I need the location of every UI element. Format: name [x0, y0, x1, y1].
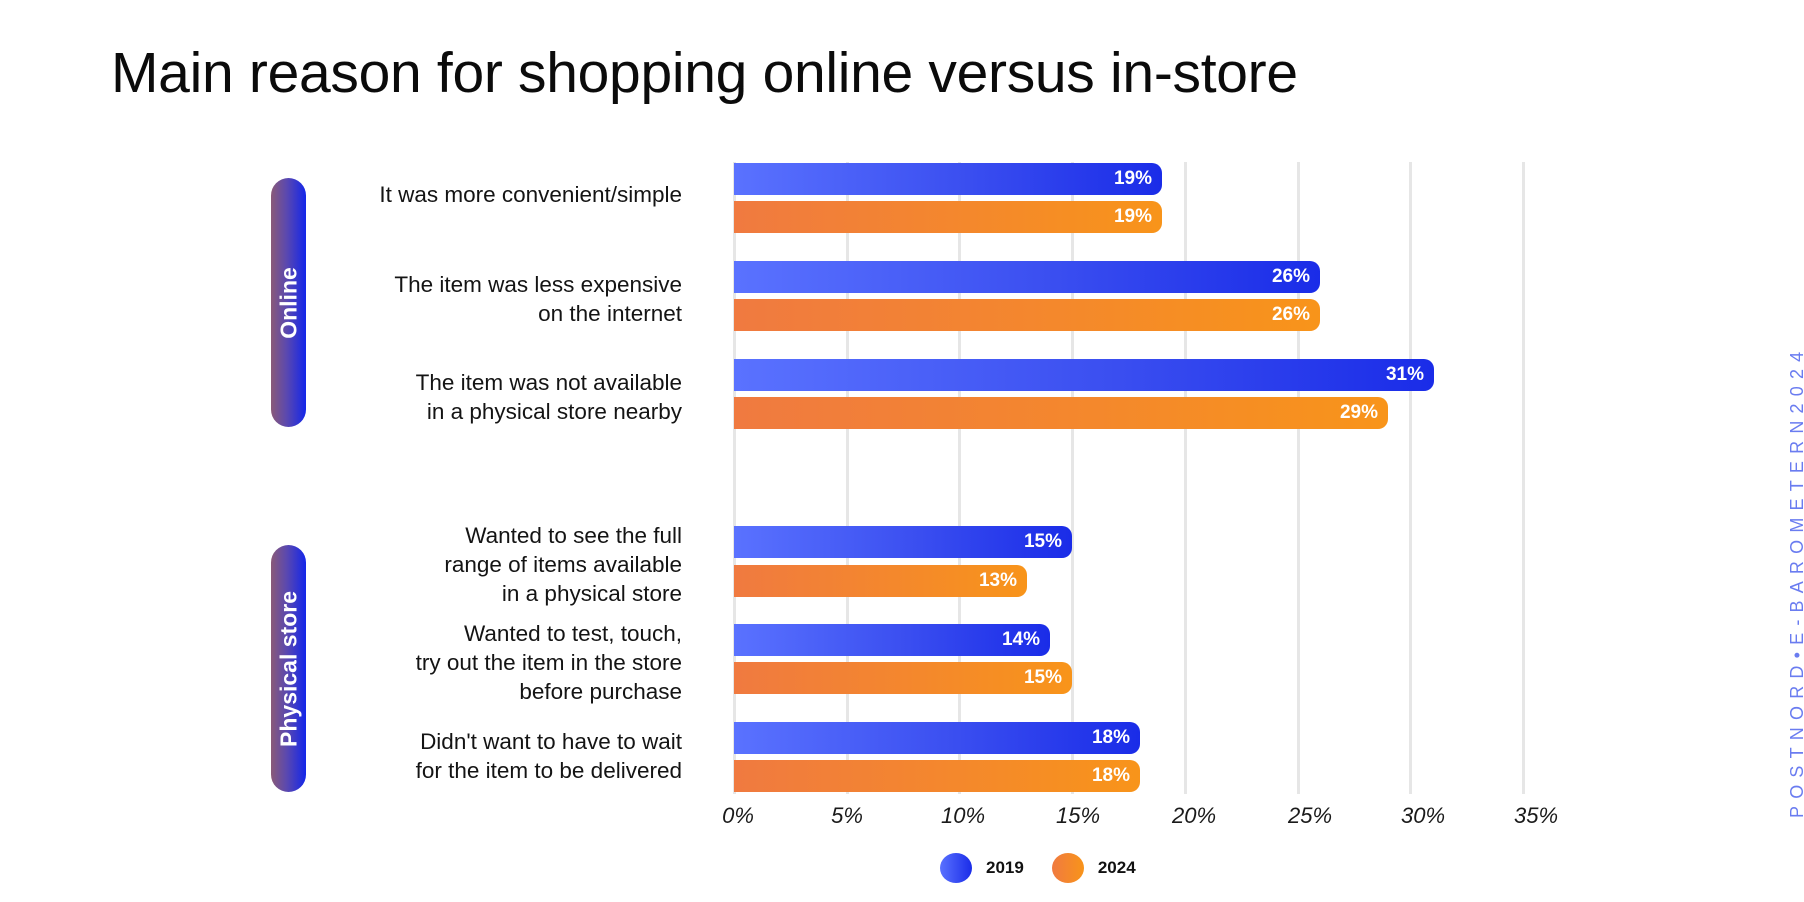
- bar-2019[interactable]: 18%: [734, 722, 1140, 754]
- bar-2019[interactable]: 26%: [734, 261, 1320, 293]
- gridline-20: [1184, 162, 1187, 794]
- category-label: Wanted to test, touch, try out the item i…: [415, 621, 682, 704]
- section-label-physical-store: Physical store: [275, 590, 301, 747]
- bar-value: 15%: [1023, 667, 1062, 688]
- bar-2019[interactable]: 15%: [734, 526, 1072, 558]
- bar-value: 19%: [1113, 168, 1152, 189]
- x-tick: 25%: [1287, 803, 1333, 828]
- x-tick: 10%: [940, 803, 986, 828]
- bar-value: 29%: [1339, 402, 1378, 423]
- bar-2024[interactable]: 19%: [734, 201, 1162, 233]
- bar-2024[interactable]: 15%: [734, 662, 1072, 694]
- category-label: The item was not available in a physical …: [415, 370, 682, 424]
- x-tick: 35%: [1513, 803, 1559, 828]
- gridline-15: [1071, 162, 1074, 794]
- bar-value: 31%: [1385, 364, 1424, 385]
- section-label-online: Online: [275, 266, 301, 339]
- x-tick: 5%: [831, 803, 863, 828]
- legend-label-2019: 2019: [986, 858, 1024, 877]
- bar-value: 18%: [1091, 765, 1130, 786]
- legend-swatch-2019: [940, 853, 972, 883]
- x-tick: 30%: [1400, 803, 1446, 828]
- bar-2024[interactable]: 26%: [734, 299, 1320, 331]
- gridline-10: [958, 162, 961, 794]
- bar-value: 13%: [978, 570, 1017, 591]
- legend-swatch-2024: [1051, 853, 1084, 883]
- bar-value: 19%: [1113, 206, 1152, 227]
- bar-2019[interactable]: 31%: [734, 359, 1434, 391]
- category-label: Wanted to see the full range of items ava…: [444, 523, 682, 606]
- bar-2019[interactable]: 14%: [734, 624, 1050, 656]
- x-tick: 20%: [1171, 803, 1217, 828]
- legend-label-2024: 2024: [1097, 858, 1136, 877]
- bar-2024[interactable]: 13%: [734, 565, 1027, 597]
- gridline-0: [733, 162, 736, 794]
- source-watermark: POSTNORD•E-BAROMETERN2024: [1787, 344, 1804, 818]
- bar-value: 26%: [1271, 266, 1310, 287]
- x-tick: 0%: [722, 803, 754, 828]
- gridline-30: [1409, 162, 1412, 794]
- chart-title: Main reason for shopping online versus i…: [111, 41, 1298, 105]
- legend: 2019 2024: [940, 853, 1164, 883]
- category-label: Didn't want to have to wait for the item …: [415, 729, 682, 783]
- category-label: It was more convenient/simple: [379, 182, 682, 207]
- bar-value: 14%: [1001, 629, 1040, 650]
- bar-value: 18%: [1091, 727, 1130, 748]
- x-tick: 15%: [1055, 803, 1101, 828]
- bar-2019[interactable]: 19%: [734, 163, 1162, 195]
- gridline-35: [1522, 162, 1525, 794]
- section-pill-online: Online: [271, 178, 306, 427]
- bar-2024[interactable]: 29%: [734, 397, 1388, 429]
- bar-value: 15%: [1023, 531, 1062, 552]
- bar-2024[interactable]: 18%: [734, 760, 1140, 792]
- bar-value: 26%: [1271, 304, 1310, 325]
- category-label: The item was less expensive on the intern…: [394, 272, 682, 326]
- gridline-25: [1297, 162, 1300, 794]
- section-pill-physical-store: Physical store: [271, 545, 306, 792]
- gridline-5: [846, 162, 849, 794]
